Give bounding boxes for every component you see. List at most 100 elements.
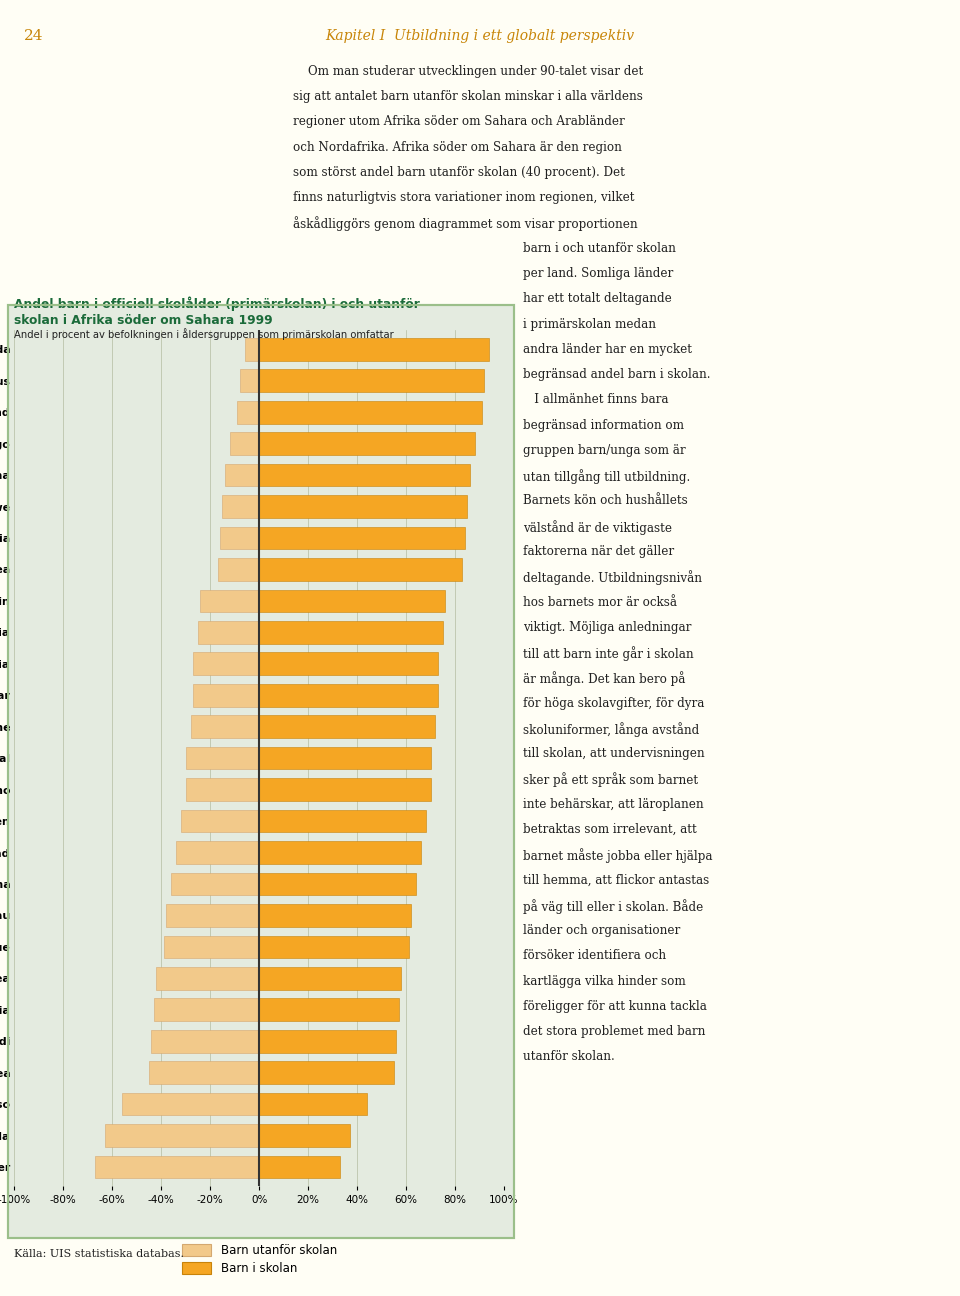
Text: finns naturligtvis stora variationer inom regionen, vilket: finns naturligtvis stora variationer ino… <box>293 192 635 205</box>
Bar <box>259 1061 394 1083</box>
Bar <box>259 464 469 486</box>
Bar <box>259 1156 340 1178</box>
Text: välstånd är de viktigaste: välstånd är de viktigaste <box>523 520 672 534</box>
Text: är många. Det kan bero på: är många. Det kan bero på <box>523 671 685 686</box>
Bar <box>259 1124 349 1147</box>
Text: begränsad andel barn i skolan.: begränsad andel barn i skolan. <box>523 368 710 381</box>
Text: sker på ett språk som barnet: sker på ett språk som barnet <box>523 772 698 787</box>
Text: och Nordafrika. Afrika söder om Sahara är den region: och Nordafrika. Afrika söder om Sahara ä… <box>293 141 622 154</box>
Text: barn i och utanför skolan: barn i och utanför skolan <box>523 242 676 255</box>
Text: för höga skolavgifter, för dyra: för höga skolavgifter, för dyra <box>523 697 705 710</box>
Text: skolan i Afrika söder om Sahara 1999: skolan i Afrika söder om Sahara 1999 <box>14 314 273 327</box>
Bar <box>259 1030 396 1052</box>
Bar <box>223 495 259 518</box>
Bar <box>225 464 259 486</box>
Text: faktorerna när det gäller: faktorerna när det gäller <box>523 546 674 559</box>
Bar <box>259 872 416 896</box>
Bar <box>259 338 490 360</box>
Text: som störst andel barn utanför skolan (40 procent). Det: som störst andel barn utanför skolan (40… <box>293 166 625 179</box>
Text: viktigt. Möjliga anledningar: viktigt. Möjliga anledningar <box>523 621 691 634</box>
Bar <box>259 684 438 706</box>
Bar <box>259 652 438 675</box>
Text: barnet måste jobba eller hjälpa: barnet måste jobba eller hjälpa <box>523 849 712 863</box>
Bar <box>259 433 474 455</box>
Bar <box>259 905 411 927</box>
Text: utan tillgång till utbildning.: utan tillgång till utbildning. <box>523 469 690 483</box>
Bar <box>259 400 482 424</box>
Bar <box>259 779 430 801</box>
Bar <box>229 433 259 455</box>
Bar <box>156 967 259 990</box>
Bar <box>237 400 259 424</box>
Text: Källa: UIS statistiska databas.: Källa: UIS statistiska databas. <box>14 1249 184 1260</box>
Bar <box>198 621 259 644</box>
Text: per land. Somliga länder: per land. Somliga länder <box>523 267 674 280</box>
Text: har ett totalt deltagande: har ett totalt deltagande <box>523 293 672 306</box>
Bar <box>259 495 468 518</box>
Text: betraktas som irrelevant, att: betraktas som irrelevant, att <box>523 823 697 836</box>
Bar <box>259 590 445 612</box>
Text: till hemma, att flickor antastas: till hemma, att flickor antastas <box>523 874 709 886</box>
Bar <box>259 559 463 581</box>
Text: försöker identifiera och: försöker identifiera och <box>523 950 666 963</box>
Bar <box>166 905 259 927</box>
Bar <box>259 715 436 737</box>
Bar <box>149 1061 259 1083</box>
Text: Kapitel I  Utbildning i ett globalt perspektiv: Kapitel I Utbildning i ett globalt persp… <box>325 29 635 43</box>
Text: gruppen barn/unga som är: gruppen barn/unga som är <box>523 445 685 457</box>
Text: till att barn inte går i skolan: till att barn inte går i skolan <box>523 647 694 661</box>
Bar <box>259 526 465 550</box>
Bar <box>259 936 409 958</box>
Bar <box>176 841 259 864</box>
Text: det stora problemet med barn: det stora problemet med barn <box>523 1025 706 1038</box>
Text: Barnets kön och hushållets: Barnets kön och hushållets <box>523 495 688 508</box>
Bar <box>191 715 259 737</box>
Bar <box>240 369 259 393</box>
Text: sig att antalet barn utanför skolan minskar i alla världens: sig att antalet barn utanför skolan mins… <box>293 91 642 104</box>
Text: 24: 24 <box>24 29 43 43</box>
Bar <box>259 1093 367 1116</box>
Text: åskådliggörs genom diagrammet som visar proportionen: åskådliggörs genom diagrammet som visar … <box>293 216 637 231</box>
Legend: Barn utanför skolan, Barn i skolan: Barn utanför skolan, Barn i skolan <box>178 1240 341 1278</box>
Bar <box>185 746 259 770</box>
Bar <box>180 810 259 832</box>
Text: Om man studerar utvecklingen under 90-talet visar det: Om man studerar utvecklingen under 90-ta… <box>293 65 643 78</box>
Bar <box>171 872 259 896</box>
Bar <box>259 369 485 393</box>
Text: regioner utom Afrika söder om Sahara och Arabländer: regioner utom Afrika söder om Sahara och… <box>293 115 625 128</box>
Bar <box>193 684 259 706</box>
Bar <box>185 779 259 801</box>
Text: deltagande. Utbildningsnivån: deltagande. Utbildningsnivån <box>523 570 702 584</box>
Text: skoluniformer, långa avstånd: skoluniformer, långa avstånd <box>523 722 700 736</box>
Bar <box>259 810 425 832</box>
Text: i primärskolan medan: i primärskolan medan <box>523 318 657 330</box>
Bar <box>220 526 259 550</box>
Text: Andel i procent av befolkningen i åldersgruppen som primärskolan omfattar: Andel i procent av befolkningen i ålders… <box>14 328 395 340</box>
Text: på väg till eller i skolan. Både: på väg till eller i skolan. Både <box>523 899 704 914</box>
Text: hos barnets mor är också: hos barnets mor är också <box>523 596 677 609</box>
Text: föreligger för att kunna tackla: föreligger för att kunna tackla <box>523 1001 708 1013</box>
Bar <box>259 746 430 770</box>
Bar <box>259 998 398 1021</box>
Bar <box>154 998 259 1021</box>
Bar <box>259 621 443 644</box>
Bar <box>122 1093 259 1116</box>
Bar <box>245 338 259 360</box>
Text: kartlägga vilka hinder som: kartlägga vilka hinder som <box>523 975 686 988</box>
Text: I allmänhet finns bara: I allmänhet finns bara <box>523 394 669 407</box>
Text: inte behärskar, att läroplanen: inte behärskar, att läroplanen <box>523 798 704 811</box>
Bar <box>152 1030 259 1052</box>
Bar <box>259 841 420 864</box>
Bar <box>95 1156 259 1178</box>
Bar <box>193 652 259 675</box>
Bar <box>201 590 259 612</box>
Bar <box>218 559 259 581</box>
Bar <box>164 936 259 958</box>
Text: utanför skolan.: utanför skolan. <box>523 1051 615 1064</box>
Text: begränsad information om: begränsad information om <box>523 419 684 432</box>
Text: länder och organisationer: länder och organisationer <box>523 924 681 937</box>
Text: Andel barn i officiell skolålder (primärskolan) i och utanför: Andel barn i officiell skolålder (primär… <box>14 297 420 311</box>
Bar <box>105 1124 259 1147</box>
Text: till skolan, att undervisningen: till skolan, att undervisningen <box>523 748 705 761</box>
Text: andra länder har en mycket: andra länder har en mycket <box>523 343 692 356</box>
